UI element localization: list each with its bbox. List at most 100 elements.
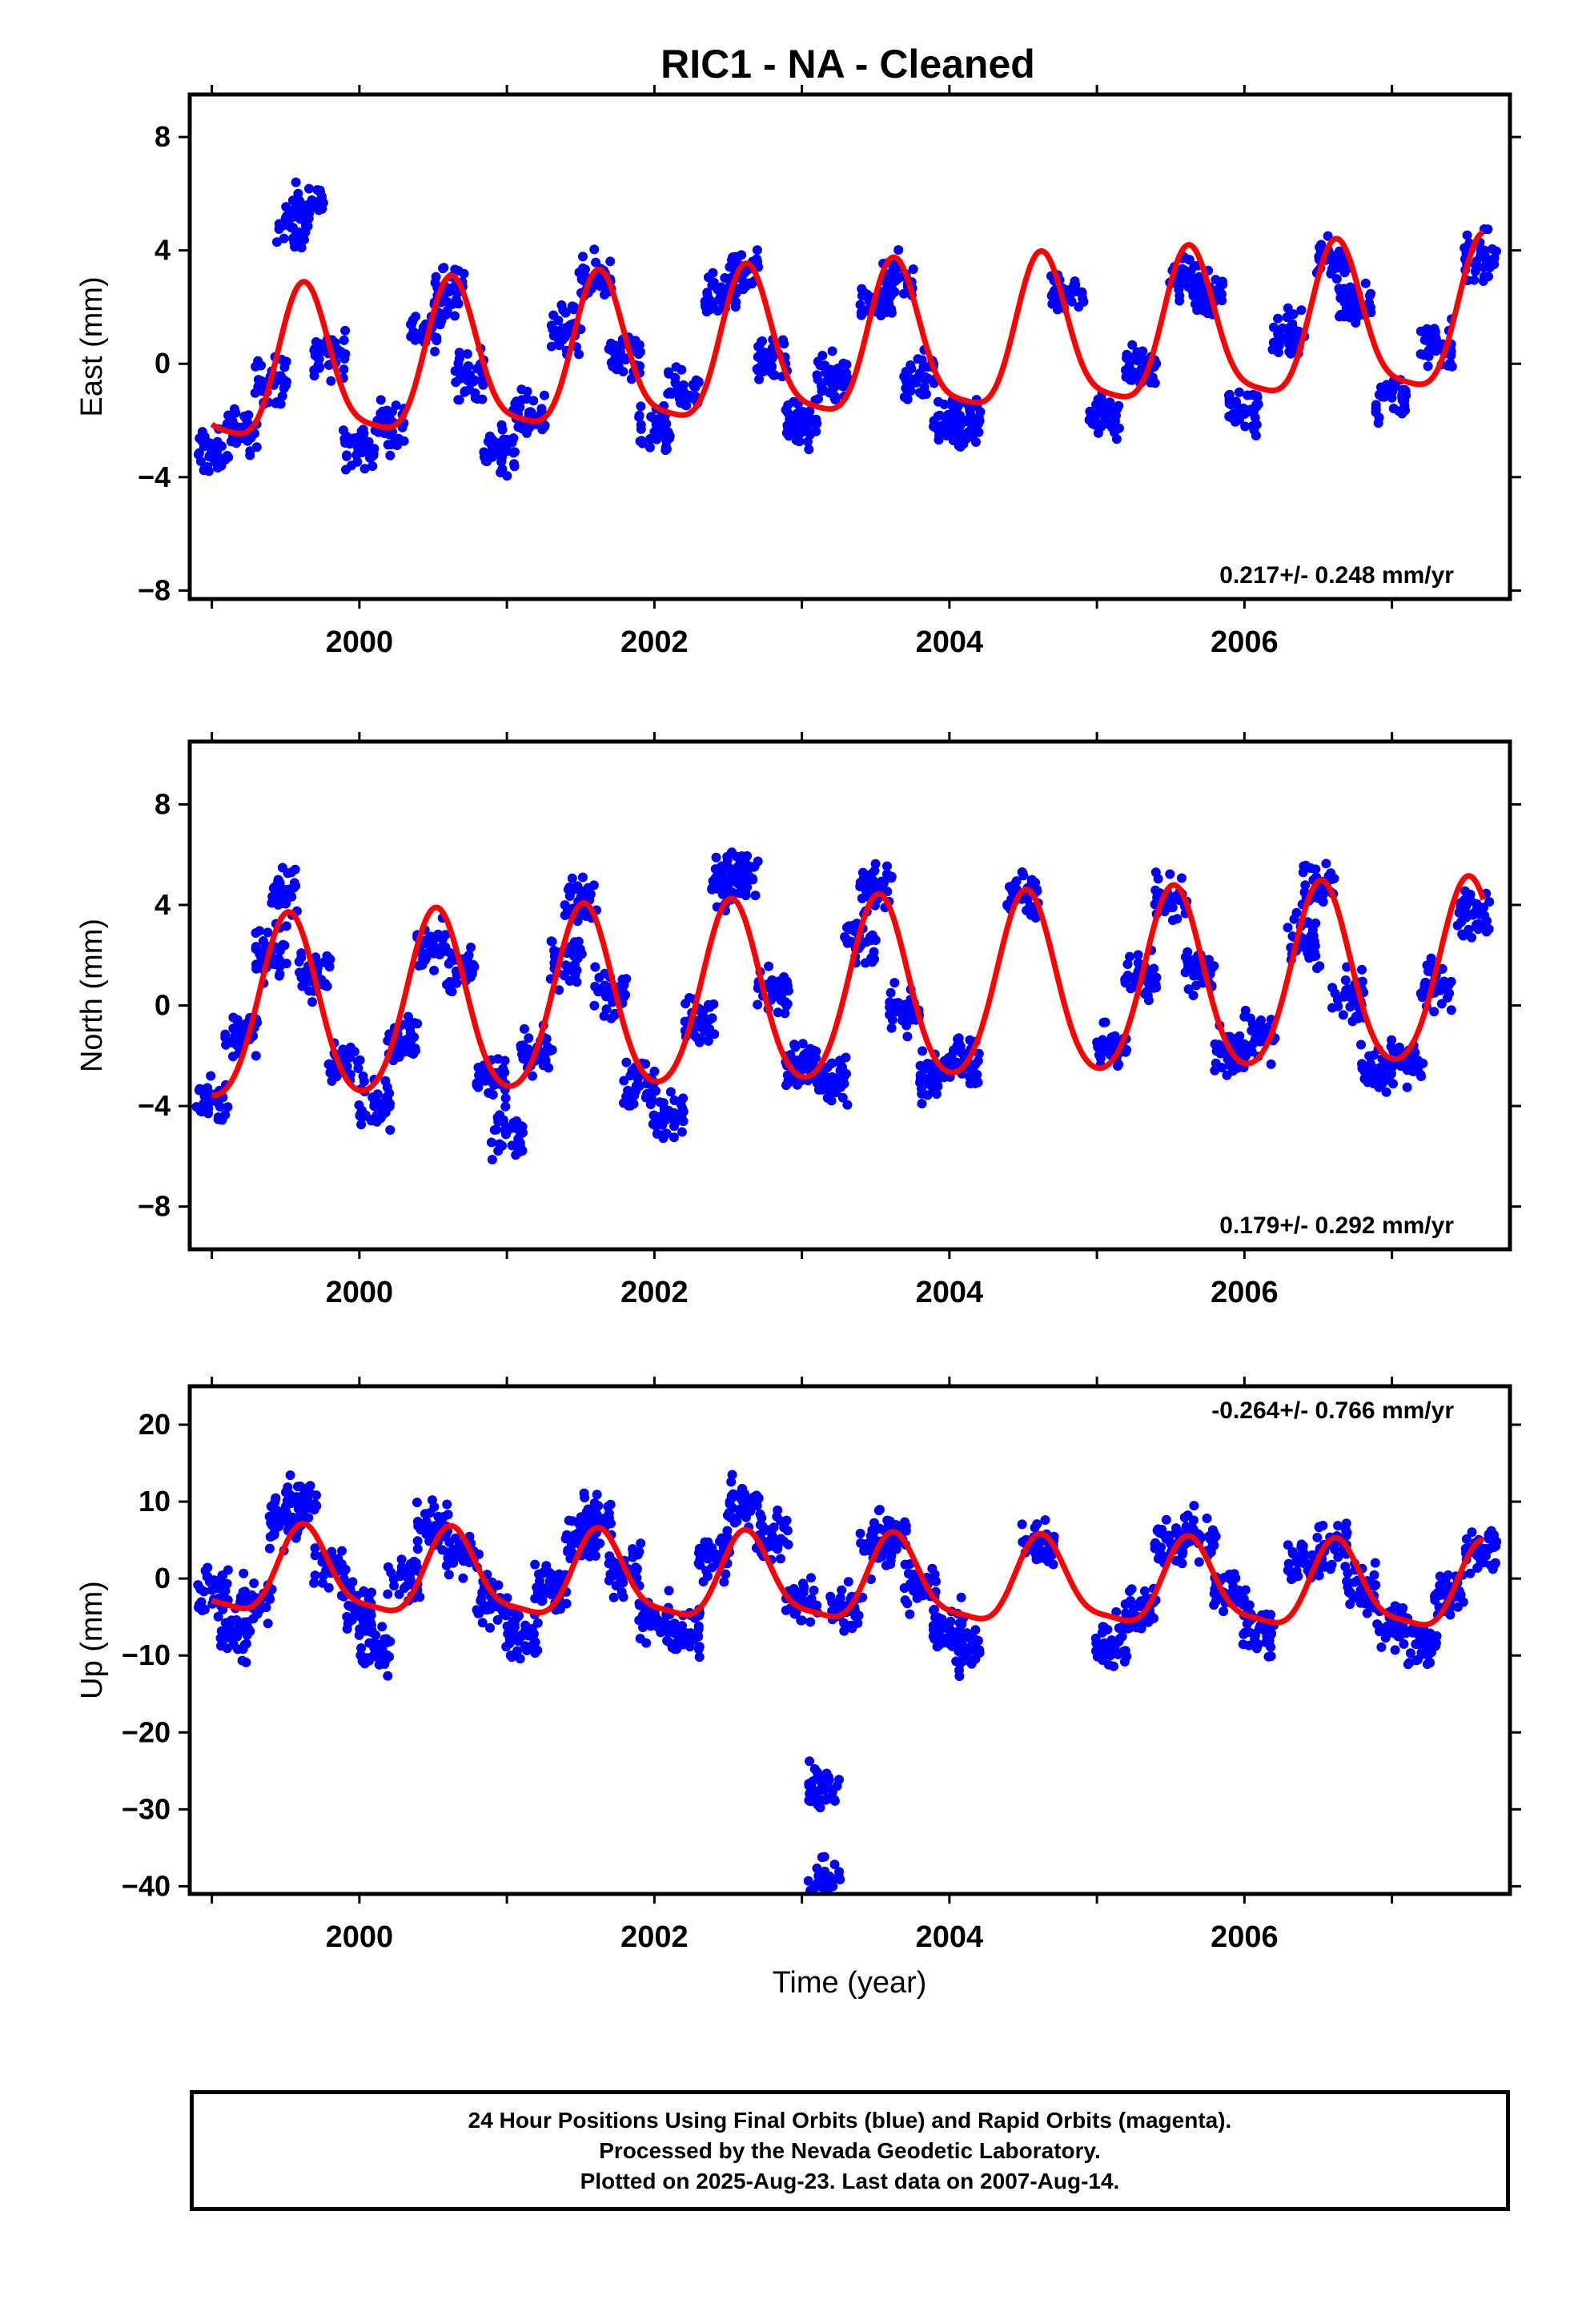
up-data-point [498, 1609, 508, 1619]
east-data-point [223, 452, 234, 462]
up-data-point [729, 1518, 740, 1528]
up-data-point [1369, 1581, 1379, 1591]
up-data-point [1118, 1647, 1128, 1657]
north-data-point [619, 1076, 629, 1086]
east-data-point [720, 273, 730, 283]
north-data-point [1140, 989, 1150, 999]
east-data-point [525, 407, 536, 417]
east-data-point [271, 237, 282, 247]
up-data-point [680, 1629, 690, 1639]
east-data-point [580, 264, 590, 275]
east-data-point [769, 370, 779, 380]
east-data-point [279, 362, 290, 372]
up-data-point [934, 1639, 945, 1650]
east-data-point [281, 377, 291, 388]
up-data-point [1177, 1549, 1187, 1559]
north-data-point [727, 887, 737, 898]
up-data-point [1018, 1537, 1028, 1547]
east-data-point [231, 408, 241, 418]
north-data-point [486, 1137, 496, 1148]
up-data-point [274, 1522, 284, 1531]
east-data-point [612, 358, 622, 368]
east-data-point [822, 376, 833, 386]
up-data-point [1238, 1639, 1248, 1650]
north-data-point [1357, 976, 1367, 987]
up-data-point [855, 1528, 865, 1538]
north-data-point [356, 1120, 367, 1130]
north-data-point [1467, 932, 1477, 943]
north-data-point [493, 1116, 504, 1127]
up-data-point [384, 1651, 394, 1662]
up-data-point [667, 1642, 677, 1653]
east-data-point [296, 243, 307, 253]
up-data-point [223, 1565, 233, 1575]
east-data-point [1047, 289, 1058, 300]
east-data-point [440, 310, 451, 320]
up-data-point [532, 1618, 543, 1628]
north-data-point [429, 965, 440, 975]
east-data-point [737, 274, 747, 284]
up-data-point [194, 1599, 204, 1610]
east-data-point [462, 349, 472, 359]
up-data-point [805, 1617, 816, 1627]
north-y-tick-label: −8 [138, 1190, 171, 1223]
east-data-point [450, 264, 460, 275]
east-data-point [212, 451, 223, 460]
east-data-point [705, 304, 715, 315]
north-data-point [228, 1012, 239, 1023]
north-data-point [678, 1116, 689, 1127]
east-data-point [753, 352, 763, 362]
east-data-point [294, 227, 304, 238]
up-data-point [266, 1518, 276, 1528]
east-data-point [463, 376, 473, 386]
up-data-point [1376, 1642, 1387, 1652]
east-data-point [1250, 412, 1260, 423]
north-data-point [1326, 868, 1336, 879]
north-data-point [733, 878, 743, 888]
east-y-tick-label: −4 [138, 460, 171, 493]
up-data-point [570, 1533, 580, 1543]
east-data-point [1415, 349, 1426, 360]
east-data-point [479, 447, 489, 457]
up-data-point [443, 1553, 453, 1563]
east-data-point [222, 419, 232, 429]
east-data-point [393, 433, 404, 444]
north-data-point [924, 1079, 934, 1089]
up-data-point [472, 1605, 482, 1615]
up-data-point [722, 1526, 733, 1536]
north-data-point [341, 1048, 351, 1059]
north-data-point [1188, 991, 1199, 1000]
north-data-point [546, 936, 556, 947]
north-data-point [625, 1099, 636, 1109]
north-data-point [1456, 898, 1466, 908]
east-data-point [332, 344, 343, 355]
north-y-tick-label: 0 [155, 989, 171, 1022]
north-data-point [820, 1071, 830, 1081]
up-data-point [1333, 1521, 1343, 1531]
north-data-point [521, 1047, 532, 1058]
up-data-point [595, 1517, 605, 1527]
east-data-point [1487, 244, 1497, 254]
up-data-point [664, 1586, 674, 1596]
east-data-point [1086, 408, 1096, 419]
east-data-point [578, 251, 588, 262]
up-data-point [1382, 1621, 1392, 1631]
up-data-point [776, 1554, 785, 1564]
north-data-point [1180, 967, 1191, 978]
east-data-point [408, 315, 418, 325]
figure-title: RIC1 - NA - Cleaned [661, 42, 1035, 86]
north-data-point [281, 959, 291, 969]
up-data-point [588, 1546, 598, 1556]
north-data-point [1225, 1060, 1235, 1071]
up-data-point [263, 1618, 273, 1629]
north-data-point [385, 1125, 396, 1135]
up-data-point [1139, 1586, 1150, 1596]
east-data-point [357, 432, 367, 443]
east-data-point [1188, 291, 1199, 301]
east-data-point [373, 427, 383, 437]
up-data-point [874, 1523, 885, 1534]
north-data-point [965, 1079, 975, 1088]
north-data-point [954, 1045, 964, 1055]
east-data-point [1127, 340, 1138, 350]
